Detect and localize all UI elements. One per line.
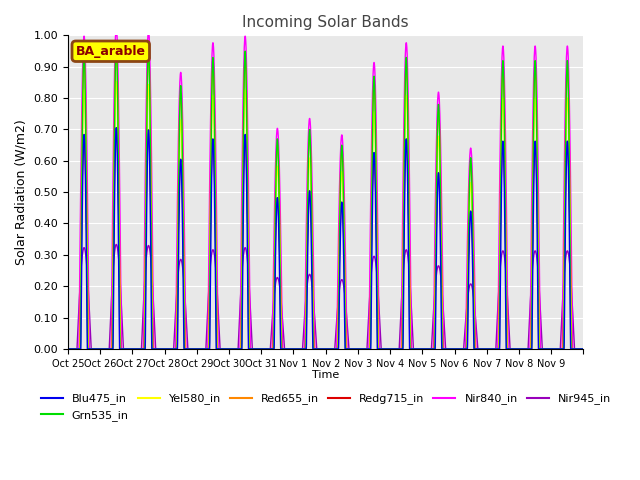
Yel580_in: [501, 164, 509, 169]
X-axis label: Time: Time: [312, 370, 339, 380]
Text: BA_arable: BA_arable: [76, 45, 146, 58]
Nir945_in: [437, 276, 445, 281]
Blu475_in: [170, 346, 177, 352]
Nir945_in: [113, 241, 120, 247]
Nir945_in: [64, 346, 72, 352]
Line: Red655_in: Red655_in: [68, 51, 584, 349]
Nir945_in: [501, 256, 509, 262]
Line: Blu475_in: Blu475_in: [68, 128, 584, 349]
Yel580_in: [470, 299, 477, 304]
Nir945_in: [392, 346, 399, 352]
Nir840_in: [580, 346, 588, 352]
Nir945_in: [580, 346, 588, 352]
Grn535_in: [64, 346, 72, 352]
Redg715_in: [437, 242, 445, 248]
Line: Yel580_in: Yel580_in: [68, 82, 584, 349]
Line: Redg715_in: Redg715_in: [68, 128, 584, 349]
Redg715_in: [113, 125, 120, 131]
Nir945_in: [470, 296, 477, 302]
Nir840_in: [470, 231, 477, 237]
Nir840_in: [170, 346, 177, 352]
Nir945_in: [574, 346, 582, 352]
Yel580_in: [392, 346, 399, 352]
Grn535_in: [392, 346, 399, 352]
Red655_in: [437, 206, 445, 212]
Yel580_in: [574, 346, 582, 352]
Blu475_in: [392, 346, 399, 352]
Title: Incoming Solar Bands: Incoming Solar Bands: [243, 15, 409, 30]
Yel580_in: [437, 235, 445, 240]
Grn535_in: [437, 238, 445, 243]
Red655_in: [64, 346, 72, 352]
Blu475_in: [113, 125, 120, 131]
Yel580_in: [113, 79, 120, 84]
Red655_in: [470, 276, 477, 282]
Red655_in: [170, 346, 177, 352]
Legend: Blu475_in, Grn535_in, Yel580_in, Red655_in, Redg715_in, Nir840_in, Nir945_in: Blu475_in, Grn535_in, Yel580_in, Red655_…: [36, 389, 615, 425]
Y-axis label: Solar Radiation (W/m2): Solar Radiation (W/m2): [15, 119, 28, 265]
Yel580_in: [170, 346, 177, 352]
Redg715_in: [392, 346, 399, 352]
Red655_in: [113, 48, 120, 54]
Redg715_in: [470, 294, 477, 300]
Nir840_in: [574, 346, 582, 352]
Nir840_in: [392, 346, 399, 352]
Nir945_in: [170, 345, 177, 351]
Blu475_in: [437, 286, 445, 292]
Blu475_in: [580, 346, 588, 352]
Red655_in: [501, 132, 509, 137]
Grn535_in: [113, 39, 120, 45]
Nir840_in: [501, 91, 509, 96]
Redg715_in: [501, 187, 509, 192]
Line: Grn535_in: Grn535_in: [68, 42, 584, 349]
Red655_in: [392, 346, 399, 352]
Yel580_in: [580, 346, 588, 352]
Yel580_in: [64, 346, 72, 352]
Redg715_in: [574, 346, 582, 352]
Redg715_in: [64, 346, 72, 352]
Line: Nir840_in: Nir840_in: [68, 36, 584, 349]
Grn535_in: [580, 346, 588, 352]
Red655_in: [580, 346, 588, 352]
Red655_in: [574, 346, 582, 352]
Redg715_in: [170, 346, 177, 352]
Line: Nir945_in: Nir945_in: [68, 244, 584, 349]
Redg715_in: [580, 346, 588, 352]
Nir840_in: [112, 33, 120, 38]
Grn535_in: [170, 346, 177, 352]
Nir840_in: [64, 346, 72, 352]
Grn535_in: [501, 150, 509, 156]
Grn535_in: [470, 313, 477, 319]
Nir840_in: [437, 161, 445, 167]
Blu475_in: [574, 346, 582, 352]
Blu475_in: [64, 346, 72, 352]
Grn535_in: [574, 346, 582, 352]
Blu475_in: [501, 218, 509, 224]
Blu475_in: [470, 342, 477, 348]
